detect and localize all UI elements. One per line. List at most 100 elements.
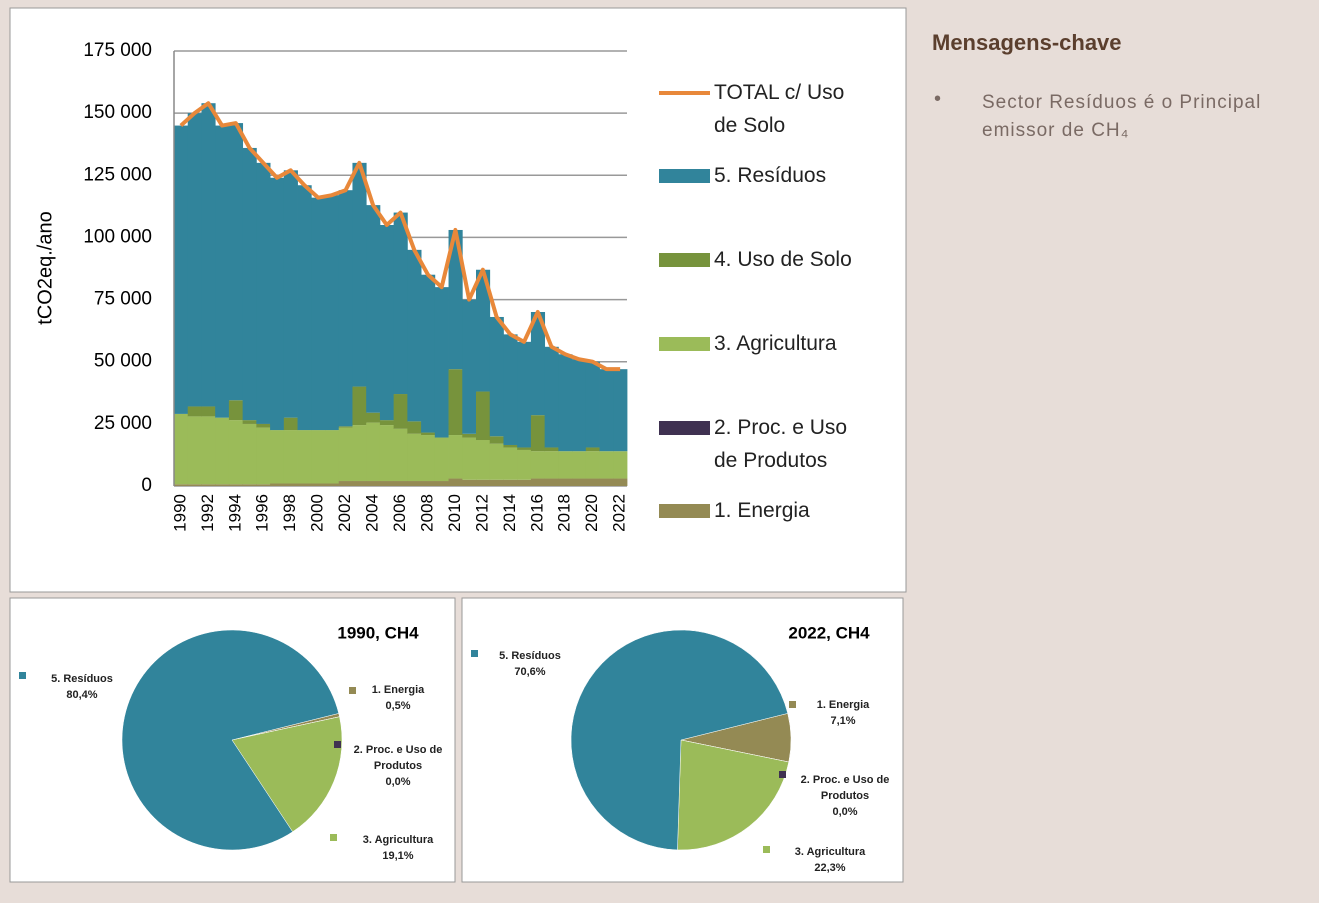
x-tick-label: 1996 (253, 494, 272, 532)
bar-segment (462, 437, 477, 480)
bar-segment (407, 249, 422, 422)
legend-label: 4. Uso de Solo (714, 248, 852, 271)
bar-segment (270, 177, 285, 431)
slice-name: 1. Energia (816, 699, 870, 711)
legend-marker (763, 846, 770, 853)
legend-marker (659, 337, 710, 351)
bar-segment (325, 430, 340, 484)
bar-segment (517, 447, 532, 450)
bar-segment (215, 417, 230, 485)
bar-segment (393, 481, 408, 486)
y-axis-label: tCO2eq./ano (34, 211, 56, 324)
bar-segment (228, 400, 244, 421)
bar-segment (421, 274, 436, 433)
bar-segment (503, 444, 518, 448)
bar-segment (352, 425, 367, 482)
bar-segment (489, 436, 504, 444)
bar-segment (421, 481, 436, 486)
pie-slice (231, 716, 343, 833)
x-tick-label: 2012 (472, 494, 491, 532)
slice-value: 7,1% (830, 715, 856, 727)
legend-marker (659, 253, 710, 267)
bar-segment (228, 420, 244, 485)
bar-segment (338, 426, 353, 428)
bar-segment (283, 483, 298, 486)
bar-segment (256, 427, 271, 485)
legend-marker (349, 687, 356, 694)
bar-segment (434, 287, 449, 438)
x-tick-label: 1998 (280, 494, 299, 532)
bar-segment (201, 484, 216, 486)
x-tick-label: 2008 (417, 494, 436, 532)
bar-segment (585, 447, 600, 452)
bar-segment (297, 430, 312, 484)
bar-segment (599, 369, 614, 452)
x-tick-label: 2000 (308, 494, 327, 532)
bar-segment (558, 354, 573, 452)
bar-segment (311, 483, 326, 486)
x-tick-label: 2016 (527, 494, 546, 532)
bar-segment (530, 451, 546, 479)
x-tick-label: 1992 (198, 494, 217, 532)
x-tick-label: 1994 (225, 494, 244, 532)
bar-segment (187, 416, 202, 485)
slice-label: 5. Resíduos 70,6% (475, 648, 585, 680)
bar-segment (228, 484, 244, 486)
bar-segment (325, 483, 340, 486)
legend-marker (659, 504, 710, 518)
slice-name: 2. Proc. e Uso de Produtos (353, 744, 443, 772)
bar-segment (530, 478, 546, 486)
bar-segment (476, 479, 491, 486)
bar-segment (393, 394, 408, 429)
bar-segment (476, 440, 491, 480)
y-tick-label: 175 000 (83, 40, 152, 61)
bar-segment (544, 346, 559, 448)
bar-segment (393, 212, 408, 395)
bar-segment (366, 422, 381, 482)
legend-label: 5. Resíduos (714, 164, 827, 187)
bar-segment (379, 425, 395, 482)
bar-segment (434, 437, 449, 482)
x-tick-label: 2010 (445, 494, 464, 532)
bar-segment (517, 479, 532, 486)
y-tick-label: 75 000 (94, 289, 152, 310)
y-tick-label: 100 000 (83, 226, 152, 247)
slice-name: 3. Agricultura (362, 834, 434, 846)
bar-segment (558, 451, 573, 479)
x-tick-label: 2002 (335, 494, 354, 532)
bar-segment (613, 369, 628, 452)
slice-name: 1. Energia (371, 684, 425, 696)
bar-segment (476, 269, 491, 392)
bar-segment (503, 479, 518, 486)
bar-segment (503, 334, 518, 445)
bar-segment (462, 433, 477, 438)
x-tick-label: 2014 (500, 494, 519, 532)
bar-segment (270, 483, 285, 486)
bar-segment (503, 447, 518, 480)
legend-marker (334, 741, 341, 748)
bar-segment (366, 481, 381, 486)
slice-label: 3. Agricultura 19,1% (343, 832, 453, 864)
bar-segment (242, 420, 257, 424)
legend-label: 2. Proc. e Uso de Produtos (714, 416, 848, 472)
pie-slice (121, 629, 340, 851)
total-line (179, 101, 621, 372)
bar-segment (187, 113, 202, 407)
slice-label: 2. Proc. e Uso de Produtos 0,0% (343, 742, 453, 790)
bar-segment (476, 391, 491, 441)
bar-segment (352, 162, 367, 387)
bar-segment (311, 197, 326, 431)
bullet: • (934, 88, 942, 110)
slice-name: 5. Resíduos (51, 673, 113, 685)
legend-marker (659, 169, 710, 183)
bar-segment (325, 195, 340, 431)
slice-label: 1. Energia 7,1% (788, 697, 898, 729)
legend-marker (471, 650, 478, 657)
pie-slice (570, 629, 789, 851)
bar-segment (352, 481, 367, 486)
bar-segment (448, 369, 463, 436)
y-tick-label: 25 000 (94, 413, 152, 434)
bar-segment (448, 229, 463, 370)
slice-label: 2. Proc. e Uso de Produtos 0,0% (790, 772, 900, 820)
